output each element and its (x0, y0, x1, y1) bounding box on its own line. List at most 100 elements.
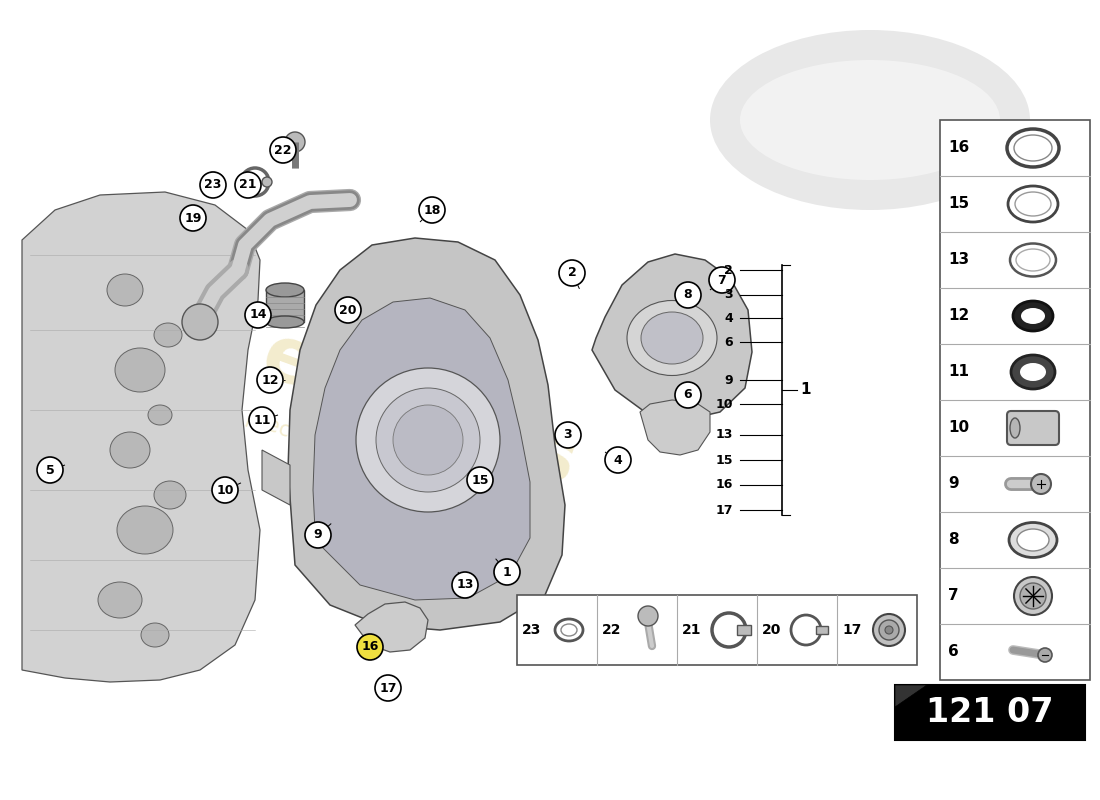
Text: 7: 7 (948, 589, 958, 603)
Circle shape (180, 205, 206, 231)
Text: 22: 22 (274, 143, 292, 157)
Ellipse shape (627, 301, 717, 375)
Text: 6: 6 (684, 389, 692, 402)
Text: 2: 2 (568, 266, 576, 279)
Ellipse shape (107, 274, 143, 306)
Text: 21: 21 (682, 623, 702, 637)
Text: 21: 21 (240, 178, 256, 191)
Ellipse shape (141, 623, 169, 647)
Polygon shape (592, 254, 752, 420)
Polygon shape (262, 450, 290, 505)
Text: 15: 15 (948, 197, 969, 211)
Text: 23: 23 (205, 178, 222, 191)
Ellipse shape (266, 283, 304, 297)
Text: 18: 18 (424, 203, 441, 217)
Text: 13: 13 (456, 578, 474, 591)
Text: 9: 9 (948, 477, 958, 491)
Bar (517, 595, 917, 665)
Circle shape (262, 177, 272, 187)
Circle shape (879, 620, 899, 640)
Text: 10: 10 (948, 421, 969, 435)
Circle shape (1031, 474, 1050, 494)
Text: 2: 2 (724, 263, 733, 277)
Text: 17: 17 (715, 503, 733, 517)
Circle shape (494, 559, 520, 585)
Text: 8: 8 (948, 533, 958, 547)
Text: 16: 16 (948, 141, 969, 155)
Ellipse shape (1018, 529, 1049, 551)
Text: 6: 6 (948, 645, 959, 659)
Circle shape (336, 297, 361, 323)
Circle shape (605, 447, 631, 473)
Text: 11: 11 (253, 414, 271, 426)
Ellipse shape (740, 60, 1000, 180)
Ellipse shape (116, 348, 165, 392)
FancyBboxPatch shape (895, 685, 1085, 740)
Bar (266, 290, 304, 322)
Circle shape (556, 422, 581, 448)
Text: 9: 9 (725, 374, 733, 386)
Ellipse shape (110, 432, 150, 468)
Text: a precision for parts since1985: a precision for parts since1985 (224, 400, 536, 530)
Ellipse shape (710, 30, 1030, 210)
Circle shape (375, 675, 402, 701)
Ellipse shape (266, 316, 304, 328)
Text: 12: 12 (948, 309, 969, 323)
Polygon shape (895, 685, 927, 707)
Text: 16: 16 (716, 478, 733, 491)
Bar (737, 625, 751, 635)
Circle shape (393, 405, 463, 475)
Circle shape (419, 197, 446, 223)
Circle shape (257, 367, 283, 393)
Ellipse shape (154, 481, 186, 509)
Polygon shape (314, 298, 530, 600)
Circle shape (270, 137, 296, 163)
Text: 10: 10 (715, 398, 733, 410)
Text: 12: 12 (262, 374, 278, 386)
Circle shape (886, 626, 893, 634)
Text: e1parts: e1parts (252, 318, 587, 502)
Bar (816, 626, 828, 634)
Circle shape (249, 407, 275, 433)
Text: 1: 1 (800, 382, 811, 398)
Text: 1: 1 (503, 566, 512, 578)
Text: 17: 17 (842, 623, 861, 637)
Circle shape (358, 634, 383, 660)
Ellipse shape (1013, 301, 1053, 331)
Text: 4: 4 (724, 311, 733, 325)
Circle shape (235, 172, 261, 198)
Circle shape (1014, 577, 1052, 615)
Text: 5: 5 (45, 463, 54, 477)
Ellipse shape (117, 506, 173, 554)
Text: 20: 20 (339, 303, 356, 317)
Ellipse shape (154, 323, 182, 347)
Text: 13: 13 (716, 429, 733, 442)
Circle shape (37, 457, 63, 483)
Text: 3: 3 (563, 429, 572, 442)
Text: 14: 14 (250, 309, 266, 322)
Text: 22: 22 (602, 623, 621, 637)
Circle shape (200, 172, 225, 198)
Circle shape (452, 572, 478, 598)
Text: 15: 15 (471, 474, 488, 486)
Text: 9: 9 (314, 529, 322, 542)
Text: 121 07: 121 07 (926, 696, 1054, 729)
Circle shape (675, 282, 701, 308)
Polygon shape (22, 192, 260, 682)
Polygon shape (355, 602, 428, 652)
Ellipse shape (1009, 522, 1057, 558)
Circle shape (305, 522, 331, 548)
Polygon shape (288, 238, 565, 630)
Text: 11: 11 (948, 365, 969, 379)
Bar (940, 120, 1090, 680)
Text: 19: 19 (185, 211, 201, 225)
Ellipse shape (1010, 418, 1020, 438)
Ellipse shape (186, 210, 204, 224)
Text: 4: 4 (614, 454, 623, 466)
Text: 13: 13 (948, 253, 969, 267)
Text: 10: 10 (217, 483, 233, 497)
Ellipse shape (190, 213, 200, 221)
Circle shape (212, 477, 238, 503)
Circle shape (710, 267, 735, 293)
Circle shape (468, 467, 493, 493)
